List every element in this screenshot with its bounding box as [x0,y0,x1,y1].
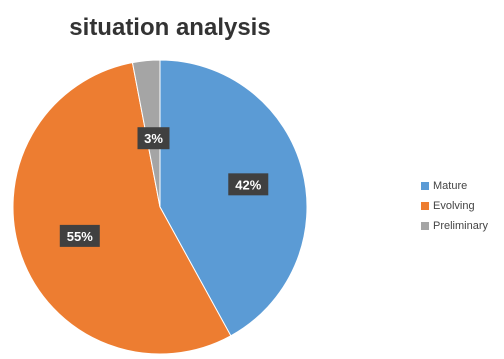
data-label-box-evolving [59,224,100,247]
slice-layer [12,59,308,355]
legend-label-evolving: Evolving [433,200,475,212]
legend-swatch-evolving [421,202,429,210]
legend-swatch-mature [421,182,429,190]
pie-slice-evolving [12,62,232,355]
legend: Mature Evolving Preliminary [421,176,488,236]
data-label-preliminary: 3% [144,131,163,146]
legend-label-preliminary: Preliminary [433,220,489,232]
legend-item-mature: Mature [421,176,488,196]
data-label-mature: 42% [235,177,261,192]
legend-swatch-preliminary [421,222,429,230]
pie-slice-mature [159,59,308,337]
legend-label-mature: Mature [433,180,468,192]
chart-title: situation analysis [69,14,271,41]
data-label-evolving: 55% [67,229,93,244]
legend-item-preliminary: Preliminary [421,216,488,236]
legend-item-evolving: Evolving [421,196,488,216]
data-label-box-mature [228,173,269,196]
data-label-layer: 42% 55% 3% [59,127,269,247]
data-label-box-preliminary [137,127,170,150]
